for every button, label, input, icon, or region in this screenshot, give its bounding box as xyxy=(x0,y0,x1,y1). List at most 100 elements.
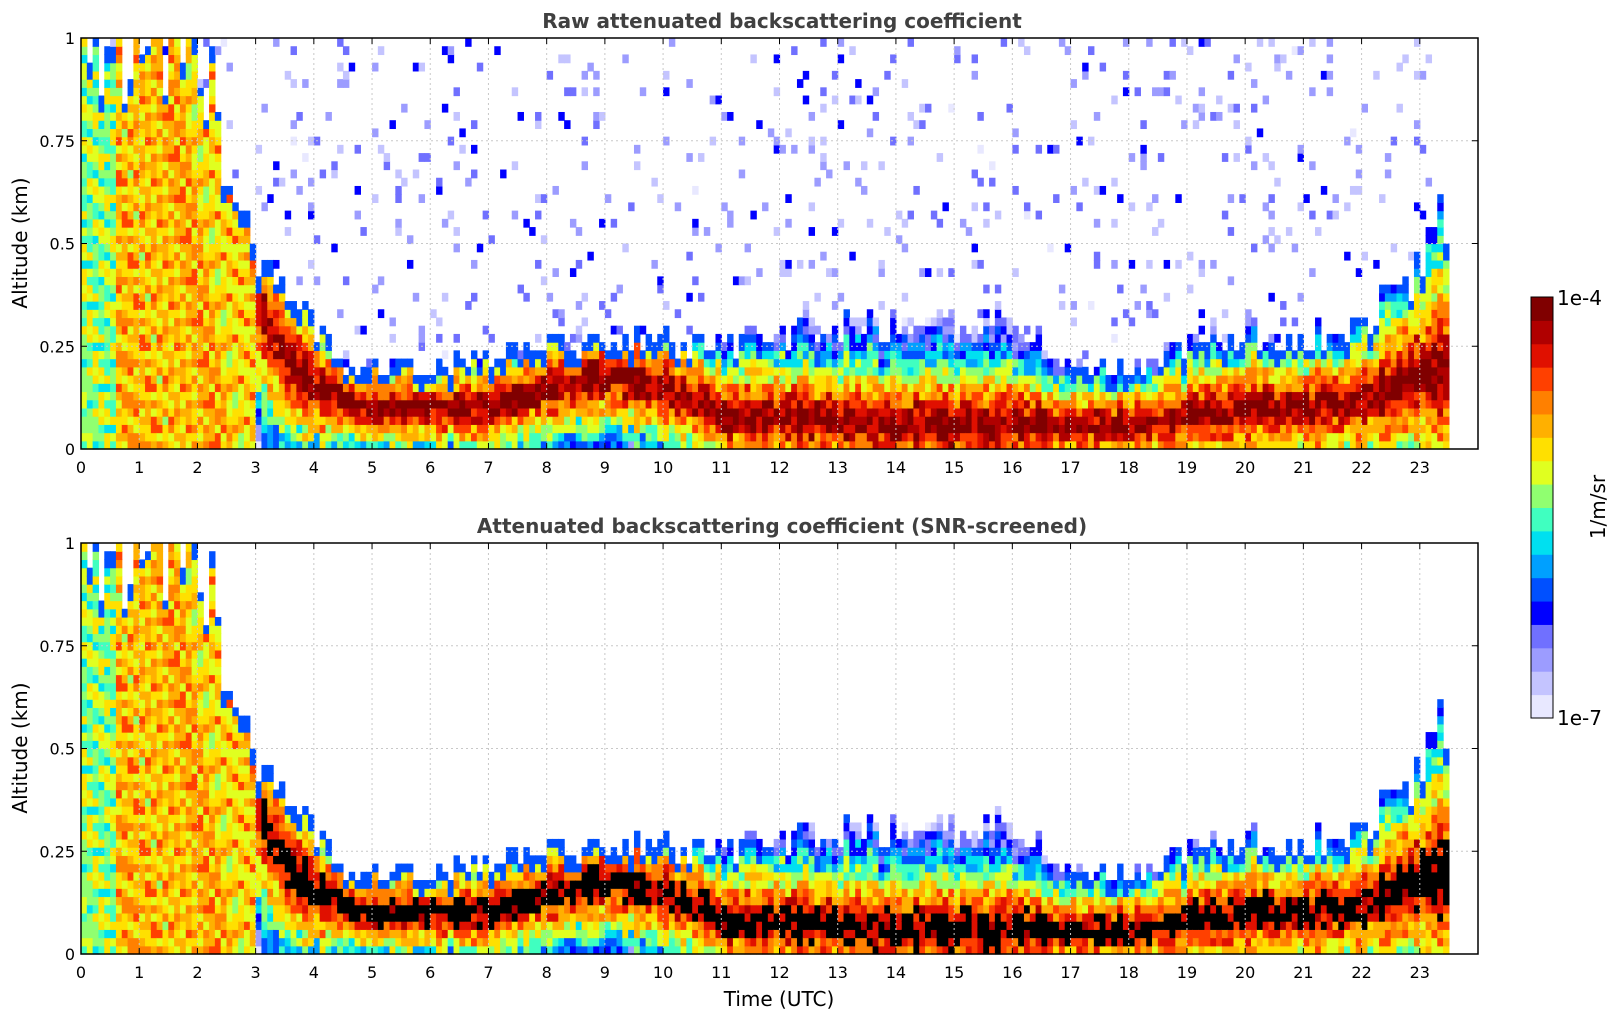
heatmap-cell xyxy=(232,424,239,434)
heatmap-cell xyxy=(657,276,664,286)
heatmap-cell xyxy=(1006,399,1013,409)
heatmap-cell xyxy=(290,309,297,319)
heatmap-cell xyxy=(878,424,885,434)
heatmap-cell xyxy=(98,317,105,327)
heatmap-cell xyxy=(139,62,146,72)
heatmap-cell xyxy=(593,424,600,434)
heatmap-cell xyxy=(890,407,897,417)
heatmap-cell xyxy=(203,333,210,343)
heatmap-cell xyxy=(191,301,199,310)
heatmap-cell xyxy=(942,407,949,417)
heatmap-cell xyxy=(1268,366,1275,376)
heatmap-cell xyxy=(1163,70,1171,80)
heatmap-cell xyxy=(110,128,117,138)
heatmap-cell xyxy=(639,416,647,425)
heatmap-cell xyxy=(1431,251,1438,261)
heatmap-cell xyxy=(645,383,653,393)
heatmap-cell xyxy=(1408,333,1415,343)
heatmap-cell xyxy=(767,350,775,360)
heatmap-cell xyxy=(243,227,251,236)
heatmap-cell xyxy=(232,440,239,450)
heatmap-cell xyxy=(121,383,129,393)
heatmap-cell xyxy=(796,350,804,360)
heatmap-cell xyxy=(1326,350,1334,360)
heatmap-cell xyxy=(1367,375,1374,384)
heatmap-cell xyxy=(884,358,891,368)
heatmap-cell xyxy=(139,383,146,393)
heatmap-cell xyxy=(115,309,123,319)
heatmap-cell xyxy=(971,54,979,64)
heatmap-cell xyxy=(284,440,292,450)
heatmap-cell xyxy=(150,161,158,171)
heatmap-cell xyxy=(913,399,920,409)
heatmap-cell xyxy=(249,325,257,335)
heatmap-cell xyxy=(581,383,589,393)
heatmap-cell xyxy=(395,391,402,401)
heatmap-cell xyxy=(721,375,728,384)
heatmap-cell xyxy=(92,822,100,832)
heatmap-cell xyxy=(162,128,169,138)
heatmap-cell xyxy=(1344,366,1351,376)
heatmap-cell xyxy=(220,301,228,310)
heatmap-cell xyxy=(179,103,187,113)
heatmap-cell xyxy=(569,424,577,434)
heatmap-cell xyxy=(1285,366,1293,376)
heatmap-cell xyxy=(162,424,169,434)
heatmap-cell xyxy=(1006,432,1013,442)
heatmap-cell xyxy=(372,375,379,384)
heatmap-cell xyxy=(808,391,816,401)
heatmap-cell xyxy=(1280,432,1287,442)
heatmap-cell xyxy=(965,375,973,384)
heatmap-cell xyxy=(86,251,94,261)
heatmap-cell xyxy=(1035,383,1043,393)
heatmap-cell xyxy=(1181,358,1188,368)
heatmap-cell xyxy=(232,375,239,384)
heatmap-cell xyxy=(1018,383,1025,393)
heatmap-cell xyxy=(1413,325,1421,335)
heatmap-cell xyxy=(86,880,94,889)
heatmap-cell xyxy=(1315,440,1322,450)
heatmap-cell xyxy=(191,391,199,401)
heatmap-cell xyxy=(593,391,600,401)
heatmap-cell xyxy=(913,383,920,393)
heatmap-cell xyxy=(401,177,408,187)
heatmap-cell xyxy=(185,284,193,294)
heatmap-cell xyxy=(214,169,222,179)
heatmap-cell xyxy=(1320,358,1328,368)
heatmap-cell xyxy=(599,218,606,228)
heatmap-cell xyxy=(156,70,164,80)
heatmap-cell xyxy=(1315,366,1322,376)
heatmap-cell xyxy=(174,416,181,425)
heatmap-cell xyxy=(168,416,175,425)
heatmap-cell xyxy=(191,103,199,113)
heatmap-cell xyxy=(278,301,286,310)
heatmap-cell xyxy=(884,366,891,376)
heatmap-cell xyxy=(1379,317,1386,327)
heatmap-cell xyxy=(261,440,268,450)
heatmap-cell xyxy=(441,292,449,302)
heatmap-cell xyxy=(1169,366,1176,376)
heatmap-cell xyxy=(1198,268,1206,277)
heatmap-cell xyxy=(139,358,146,368)
heatmap-cell xyxy=(156,120,164,130)
heatmap-cell xyxy=(727,399,734,409)
heatmap-cell xyxy=(203,284,210,294)
heatmap-cell xyxy=(115,153,123,162)
heatmap-cell xyxy=(785,350,792,360)
heatmap-cell xyxy=(86,227,94,236)
heatmap-cell xyxy=(191,79,199,88)
heatmap-cell xyxy=(1111,432,1118,442)
heatmap-cell xyxy=(273,440,280,450)
heatmap-cell xyxy=(1431,276,1438,286)
heatmap-cell xyxy=(698,358,705,368)
heatmap-cell xyxy=(81,161,88,171)
heatmap-cell xyxy=(255,416,263,425)
heatmap-cell xyxy=(162,391,169,401)
heatmap-cell xyxy=(290,407,297,417)
heatmap-cell xyxy=(907,350,914,360)
heatmap-cell xyxy=(81,251,88,261)
heatmap-cell xyxy=(92,649,100,659)
heatmap-cell xyxy=(1233,432,1240,442)
heatmap-cell xyxy=(639,399,647,409)
heatmap-cell xyxy=(773,227,781,236)
